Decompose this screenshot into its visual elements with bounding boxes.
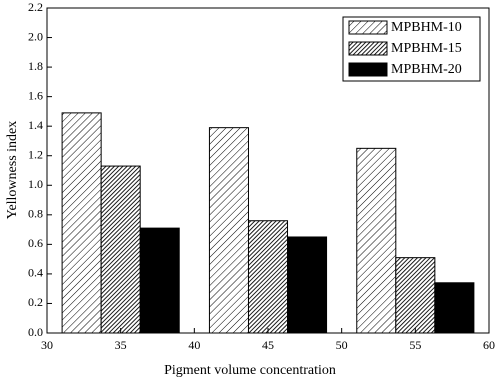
bar [395, 257, 436, 334]
bar [139, 227, 180, 334]
legend-swatch [348, 62, 388, 77]
y-tick-label: 1.8 [28, 59, 43, 73]
y-tick-label: 0.0 [28, 325, 43, 339]
bar [100, 165, 141, 334]
x-tick-label: 60 [483, 338, 495, 352]
y-tick-label: 0.4 [28, 266, 43, 280]
legend-swatch [348, 20, 388, 35]
y-tick-label: 2.0 [28, 29, 43, 43]
x-axis-label: Pigment volume concentration [164, 363, 336, 378]
y-tick-label: 1.0 [28, 177, 43, 191]
legend-label: MPBHM-20 [391, 62, 462, 77]
x-tick-label: 45 [262, 338, 274, 352]
x-tick-label: 55 [409, 338, 421, 352]
y-tick-label: 2.2 [28, 0, 43, 14]
x-tick-label: 35 [115, 338, 127, 352]
bar [287, 236, 328, 334]
bar [356, 147, 397, 334]
legend-label: MPBHM-15 [391, 41, 462, 56]
y-axis-label: Yellowness index [5, 121, 20, 220]
y-tick-label: 0.8 [28, 207, 43, 221]
y-tick-label: 1.4 [28, 118, 43, 132]
legend-label: MPBHM-10 [391, 20, 462, 35]
y-tick-label: 1.2 [28, 147, 43, 161]
bar [61, 112, 102, 334]
bar [434, 282, 475, 334]
legend-swatch [348, 41, 388, 56]
bar [247, 220, 289, 334]
x-tick-label: 50 [336, 338, 348, 352]
y-tick-label: 1.6 [28, 88, 43, 102]
bar [208, 127, 249, 334]
y-tick-label: 0.2 [28, 295, 43, 309]
x-tick-label: 40 [188, 338, 200, 352]
y-tick-label: 0.6 [28, 236, 43, 250]
x-tick-label: 30 [41, 338, 53, 352]
